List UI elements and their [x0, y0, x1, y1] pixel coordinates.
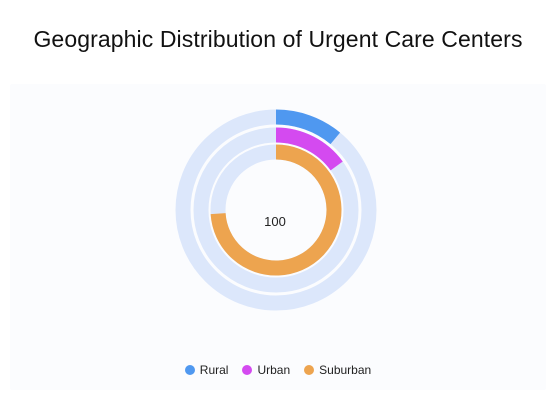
legend-item-suburban[interactable]: Suburban	[304, 363, 371, 377]
legend-marker-rural	[184, 365, 195, 375]
legend-marker-urban	[242, 365, 253, 375]
chart-title: Geographic Distribution of Urgent Care C…	[33, 26, 523, 52]
bar-urban[interactable]	[275, 127, 343, 171]
chart-legend: Rural Urban Suburban	[0, 363, 556, 377]
legend-label-urban: Urban	[257, 363, 291, 377]
bar-suburban[interactable]	[210, 144, 342, 276]
legend-item-rural[interactable]: Rural	[184, 363, 229, 377]
legend-item-urban[interactable]: Urban	[242, 363, 290, 377]
center-total-label: 100	[264, 214, 286, 229]
legend-label-suburban: Suburban	[319, 363, 372, 377]
legend-marker-suburban	[304, 365, 315, 375]
bar-rural[interactable]	[275, 109, 341, 145]
legend-label-rural: Rural	[199, 363, 229, 377]
